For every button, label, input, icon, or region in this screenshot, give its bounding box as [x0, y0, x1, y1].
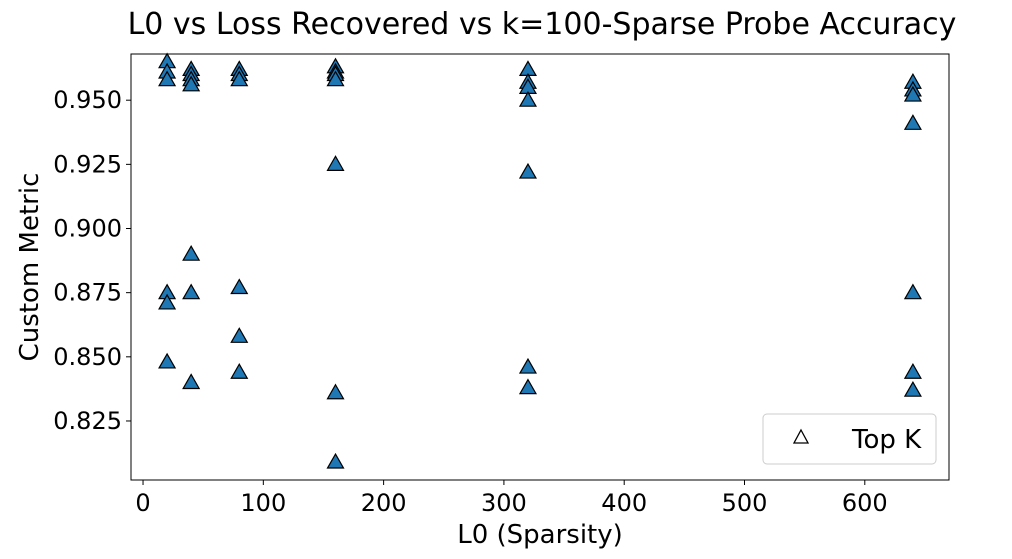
data-point — [158, 293, 177, 310]
x-tick-label: 600 — [842, 489, 888, 517]
y-tick-label: 0.900 — [53, 215, 122, 243]
data-point — [903, 363, 922, 379]
y-tick-label: 0.825 — [53, 407, 122, 435]
x-tick-label: 500 — [722, 489, 768, 517]
plot-frame — [130, 53, 950, 481]
y-axis: 0.825 0.850 0.875 0.900 0.925 0.950 — [53, 86, 131, 435]
y-axis-label: Custom Metric — [15, 173, 45, 362]
data-point — [182, 373, 201, 390]
data-point — [903, 380, 922, 397]
data-point — [518, 90, 538, 107]
chart-title: L0 vs Loss Recovered vs k=100-Sparse Pro… — [128, 7, 957, 42]
x-tick-label: 300 — [481, 489, 527, 517]
data-point — [518, 162, 538, 179]
y-tick-label: 0.925 — [53, 150, 122, 178]
legend-label: Top K — [851, 425, 922, 455]
data-point — [158, 352, 177, 369]
data-point — [903, 283, 922, 300]
x-tick-label: 0 — [135, 489, 150, 517]
data-point — [903, 85, 922, 102]
y-tick-label: 0.950 — [53, 86, 122, 114]
data-point — [158, 70, 177, 87]
data-point — [182, 283, 201, 300]
legend-box — [762, 413, 937, 465]
data-point — [182, 75, 201, 92]
x-axis: 0 100 200 300 400 500 600 — [135, 480, 888, 517]
x-tick-label: 400 — [601, 489, 647, 517]
data-point — [182, 244, 201, 261]
data-point — [230, 327, 249, 343]
legend-triangle-icon — [792, 428, 810, 444]
data-point — [230, 70, 249, 87]
data-point — [518, 357, 538, 374]
data-points — [158, 52, 922, 469]
data-point — [903, 114, 922, 130]
data-point — [326, 70, 345, 87]
legend: Top K — [762, 413, 937, 465]
data-point — [230, 363, 249, 379]
data-point — [518, 378, 538, 395]
x-axis-label: L0 (Sparsity) — [457, 520, 623, 550]
data-point — [326, 383, 345, 400]
data-point — [326, 452, 345, 469]
y-tick-label: 0.850 — [53, 343, 122, 371]
data-point — [326, 155, 345, 171]
x-tick-label: 100 — [240, 489, 286, 517]
y-tick-label: 0.875 — [53, 279, 122, 307]
x-tick-label: 200 — [361, 489, 407, 517]
data-point — [230, 278, 249, 295]
